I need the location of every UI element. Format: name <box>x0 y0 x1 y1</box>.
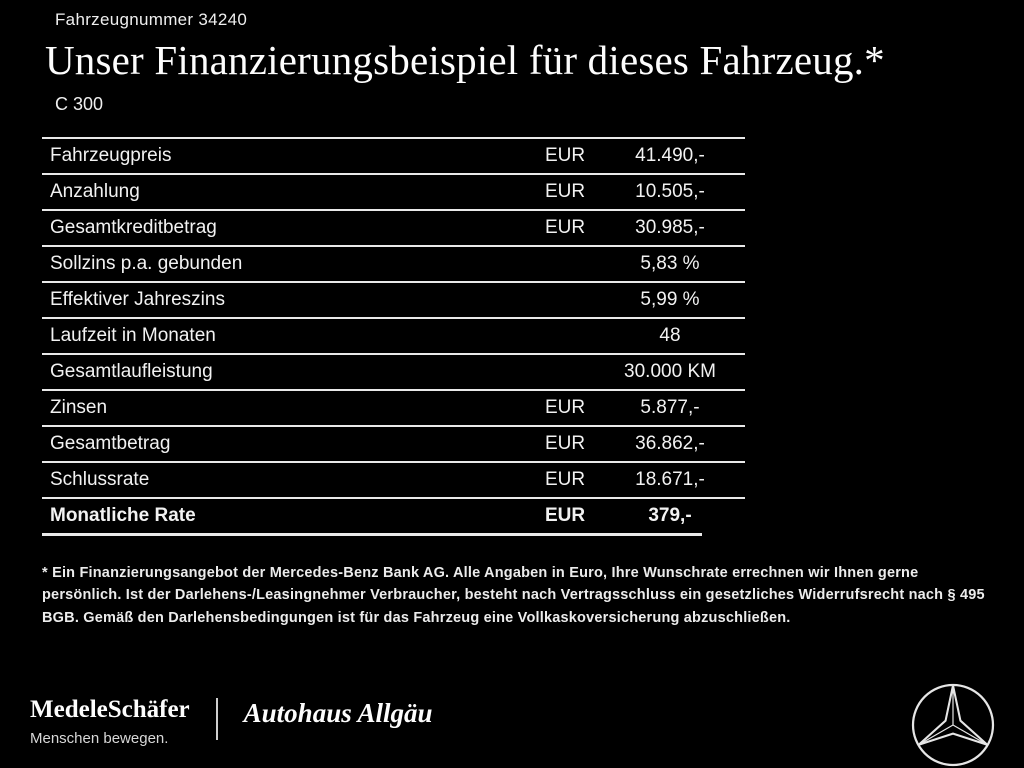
table-row: Effektiver Jahreszins 5,99 % <box>42 281 745 317</box>
row-label: Fahrzeugpreis <box>50 145 172 166</box>
table-row: Gesamtbetrag EUR 36.862,- <box>42 425 745 461</box>
table-row: Gesamtkreditbetrag EUR 30.985,- <box>42 209 745 245</box>
table-row: Sollzins p.a. gebunden 5,83 % <box>42 245 745 281</box>
dealer-secondary-logo: Autohaus Allgäu <box>243 698 433 728</box>
footer-divider <box>215 698 218 740</box>
row-label: Monatliche Rate <box>50 505 196 526</box>
table-row: Anzahlung EUR 10.505,- <box>42 173 745 209</box>
row-label: Sollzins p.a. gebunden <box>50 253 243 274</box>
row-value: 48 <box>659 325 681 346</box>
dealer-logo-block: MedeleSchäfer Menschen bewegen. <box>30 696 190 747</box>
page-title: Unser Finanzierungsbeispiel für dieses F… <box>45 37 885 83</box>
row-value: 5,99 % <box>640 289 700 310</box>
row-value: 30.000 KM <box>624 361 716 382</box>
row-currency: EUR <box>545 469 586 490</box>
row-value: 379,- <box>648 505 692 526</box>
row-label: Laufzeit in Monaten <box>50 325 216 346</box>
vehicle-number: Fahrzeugnummer 34240 <box>55 10 248 29</box>
dealer-name: MedeleSchäfer <box>30 696 190 723</box>
row-value: 5,83 % <box>640 253 700 274</box>
row-label: Gesamtlaufleistung <box>50 361 213 382</box>
mercedes-star-icon <box>910 682 996 768</box>
row-value: 10.505,- <box>635 181 705 202</box>
row-label: Effektiver Jahreszins <box>50 289 225 310</box>
table-row: Laufzeit in Monaten 48 <box>42 317 745 353</box>
table-bottom-rule <box>42 533 702 536</box>
finance-table: Fahrzeugpreis EUR 41.490,- Anzahlung EUR… <box>42 137 745 536</box>
row-label: Schlussrate <box>50 469 150 490</box>
row-label: Gesamtbetrag <box>50 433 171 454</box>
table-row: Zinsen EUR 5.877,- <box>42 389 745 425</box>
vehicle-model: C 300 <box>55 94 104 114</box>
row-label: Anzahlung <box>50 181 140 202</box>
footnote: * Ein Finanzierungsangebot der Mercedes-… <box>42 565 985 626</box>
row-value: 18.671,- <box>635 469 705 490</box>
row-currency: EUR <box>545 217 586 238</box>
table-row-monthly-rate: Monatliche Rate EUR 379,- <box>42 497 745 533</box>
table-row: Gesamtlaufleistung 30.000 KM <box>42 353 745 389</box>
table-row: Fahrzeugpreis EUR 41.490,- <box>42 137 745 173</box>
row-label: Gesamtkreditbetrag <box>50 217 217 238</box>
row-currency: EUR <box>545 433 586 454</box>
row-value: 30.985,- <box>635 217 705 238</box>
row-value: 5.877,- <box>640 397 700 418</box>
dealer-tagline: Menschen bewegen. <box>30 730 169 747</box>
row-label: Zinsen <box>50 397 108 418</box>
row-currency: EUR <box>545 145 586 166</box>
row-currency: EUR <box>545 181 586 202</box>
row-value: 41.490,- <box>635 145 705 166</box>
footer: MedeleSchäfer Menschen bewegen. Autohaus… <box>0 683 1024 768</box>
row-currency: EUR <box>545 397 586 418</box>
row-currency: EUR <box>545 505 586 526</box>
table-row: Schlussrate EUR 18.671,- <box>42 461 745 497</box>
row-value: 36.862,- <box>635 433 705 454</box>
